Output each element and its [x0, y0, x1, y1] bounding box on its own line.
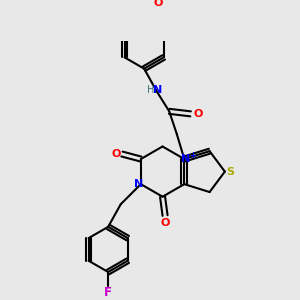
Text: O: O: [153, 0, 163, 8]
Text: F: F: [104, 286, 112, 298]
Text: +: +: [190, 151, 196, 160]
Text: N: N: [181, 154, 190, 164]
Text: N: N: [153, 85, 163, 95]
Text: N: N: [134, 179, 143, 189]
Text: S: S: [226, 167, 234, 177]
Text: O: O: [160, 218, 170, 228]
Text: H: H: [147, 85, 154, 95]
Text: O: O: [194, 109, 203, 119]
Text: O: O: [111, 149, 120, 159]
